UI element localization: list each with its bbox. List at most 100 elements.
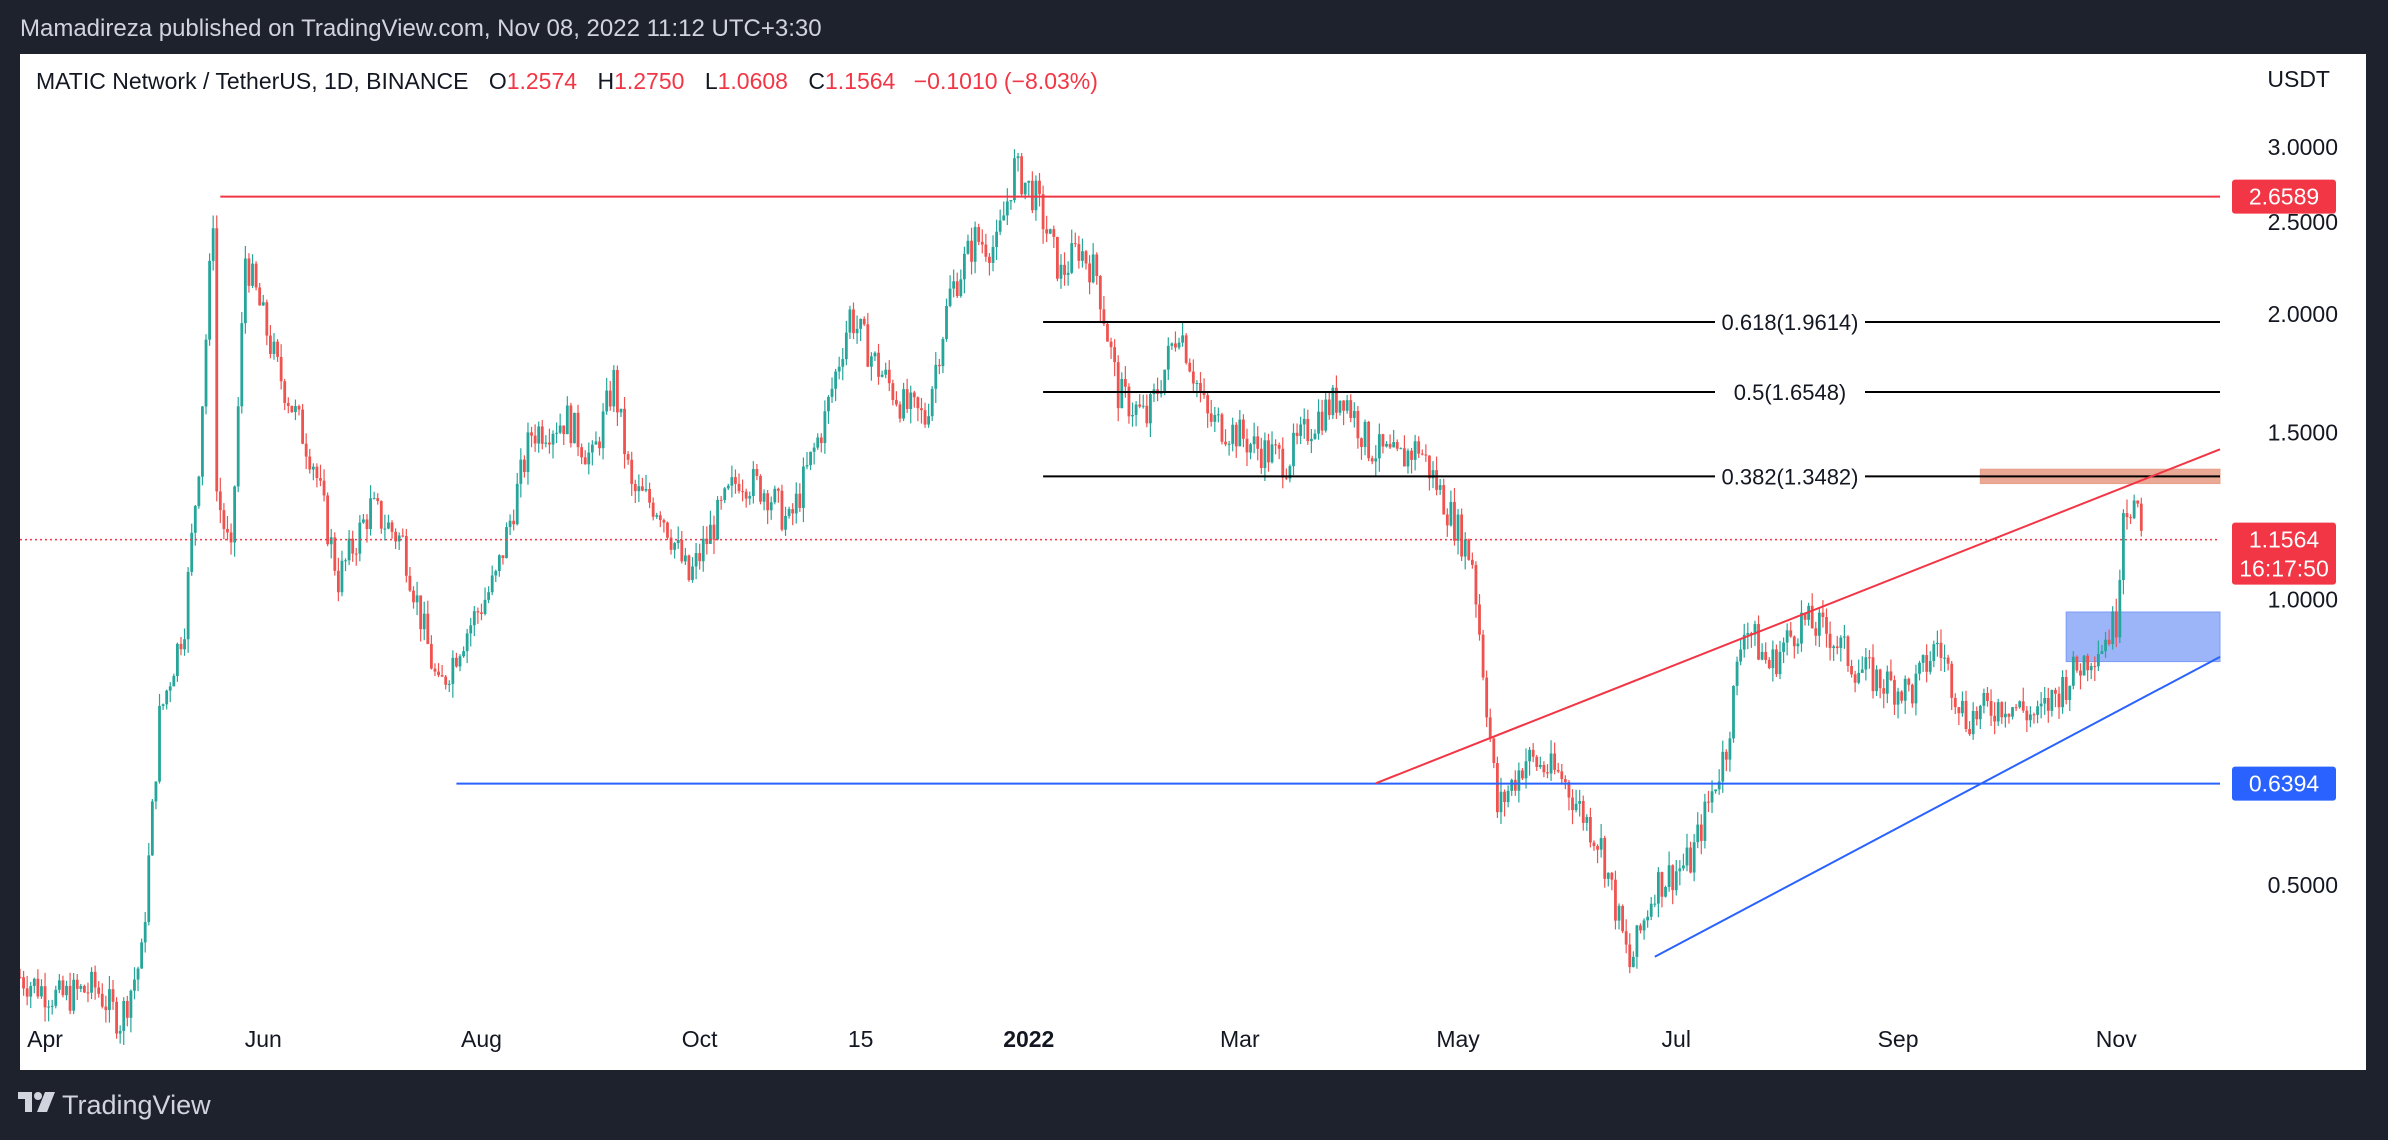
- x-tick-label: Jun: [245, 1026, 282, 1052]
- candle-body: [147, 855, 151, 923]
- candle-body: [526, 432, 530, 473]
- candle-body: [1624, 931, 1628, 945]
- candle-body: [1338, 400, 1342, 413]
- candle-body: [1084, 251, 1088, 264]
- candle-body: [190, 532, 194, 572]
- candle-body: [79, 985, 83, 989]
- candle-body: [955, 281, 959, 297]
- candle-body: [308, 456, 312, 470]
- candle-body: [1055, 236, 1059, 279]
- x-tick-label: Nov: [2096, 1026, 2137, 1052]
- candle-body: [1370, 458, 1374, 462]
- candle-body: [1664, 886, 1667, 897]
- candle-body: [1696, 824, 1700, 843]
- candle-body: [1610, 872, 1614, 880]
- candle-body: [1138, 404, 1142, 407]
- candle-body: [229, 532, 233, 543]
- candle-body: [247, 258, 251, 286]
- candle-body: [2122, 513, 2125, 580]
- candle-body: [354, 553, 358, 555]
- candle-body: [701, 538, 705, 562]
- candle-body: [2132, 500, 2136, 519]
- candle-body: [1288, 466, 1292, 479]
- candle-body: [32, 978, 36, 986]
- candle-body: [1721, 751, 1725, 782]
- chart-pane[interactable]: Apr Jun Aug Oct 15 2022 Mar May Jul Sep Nov 3.0000 2…: [20, 54, 2366, 1070]
- candle-body: [47, 1006, 51, 1008]
- candle-body: [183, 639, 186, 650]
- candle-body: [769, 502, 773, 511]
- candle-body: [2000, 702, 2004, 718]
- candle-body: [1005, 201, 1009, 216]
- candle-body: [208, 260, 211, 340]
- candle-body: [2096, 653, 2100, 667]
- candle-body: [397, 535, 401, 542]
- candle-body: [1785, 630, 1789, 643]
- candle-body: [433, 668, 437, 672]
- candle-body: [1628, 944, 1632, 968]
- candle-body: [140, 942, 144, 969]
- candle-body: [82, 985, 86, 993]
- candle-body: [2007, 713, 2011, 717]
- fib-label-bg: [1715, 307, 1865, 338]
- candle-body: [909, 392, 913, 409]
- candle-body: [304, 443, 308, 457]
- candle-body: [1599, 837, 1603, 850]
- candle-body: [902, 389, 905, 419]
- candle-body: [1052, 229, 1056, 237]
- candle-body: [930, 388, 934, 417]
- candle-body: [372, 498, 376, 500]
- candle-body: [172, 676, 176, 687]
- candle-body: [1324, 399, 1328, 431]
- candle-body: [1027, 180, 1031, 183]
- publisher-text: Mamadireza published on TradingView.com,…: [20, 15, 822, 42]
- candle-body: [394, 531, 398, 542]
- candle-body: [920, 408, 923, 411]
- price-chart[interactable]: Apr Jun Aug Oct 15 2022 Mar May Jul Sep Nov 3.0000 2…: [20, 54, 2366, 1070]
- candle-body: [1492, 738, 1496, 764]
- candle-body: [20, 976, 22, 978]
- candle-body: [837, 366, 841, 372]
- candle-body: [1853, 674, 1857, 683]
- candle-body: [698, 553, 702, 562]
- candle-body: [877, 352, 880, 377]
- candle-body: [569, 405, 573, 444]
- candle-body: [2125, 513, 2129, 518]
- candle-body: [108, 989, 111, 1011]
- candle-body: [558, 425, 562, 433]
- candle-body: [254, 263, 258, 288]
- candle-body: [2118, 579, 2122, 638]
- candle-body: [1410, 450, 1413, 460]
- candle-body: [279, 356, 283, 382]
- resistance-price-label: 2.6589: [2249, 184, 2319, 210]
- candle-body: [265, 302, 269, 336]
- candle-body: [1313, 433, 1317, 439]
- candle-body: [311, 466, 315, 470]
- tradingview-brand[interactable]: TradingView: [62, 1090, 211, 1120]
- candle-body: [1109, 341, 1113, 348]
- candle-body: [1778, 651, 1782, 675]
- candle-body: [2036, 706, 2039, 715]
- candle-body: [1760, 651, 1764, 660]
- candle-body: [1209, 413, 1213, 422]
- candle-body: [562, 425, 566, 435]
- candle-body: [161, 704, 165, 706]
- candle-body: [458, 656, 462, 667]
- candle-body: [1292, 432, 1295, 467]
- candle-body: [336, 570, 340, 593]
- candle-body: [204, 339, 208, 407]
- candle-body: [61, 980, 65, 996]
- candle-body: [719, 499, 723, 501]
- candle-body: [1002, 215, 1006, 221]
- candle-body: [122, 1001, 126, 1031]
- candle-body: [2003, 713, 2007, 718]
- candle-body: [1635, 925, 1639, 957]
- candle-body: [365, 519, 369, 530]
- candle-body: [655, 515, 659, 517]
- candle-body: [1574, 803, 1578, 811]
- tradingview-logo-icon: [18, 1092, 55, 1112]
- x-tick-label: Oct: [682, 1026, 718, 1052]
- candle-body: [165, 690, 169, 705]
- candle-body: [805, 465, 809, 467]
- candle-body: [1224, 441, 1227, 445]
